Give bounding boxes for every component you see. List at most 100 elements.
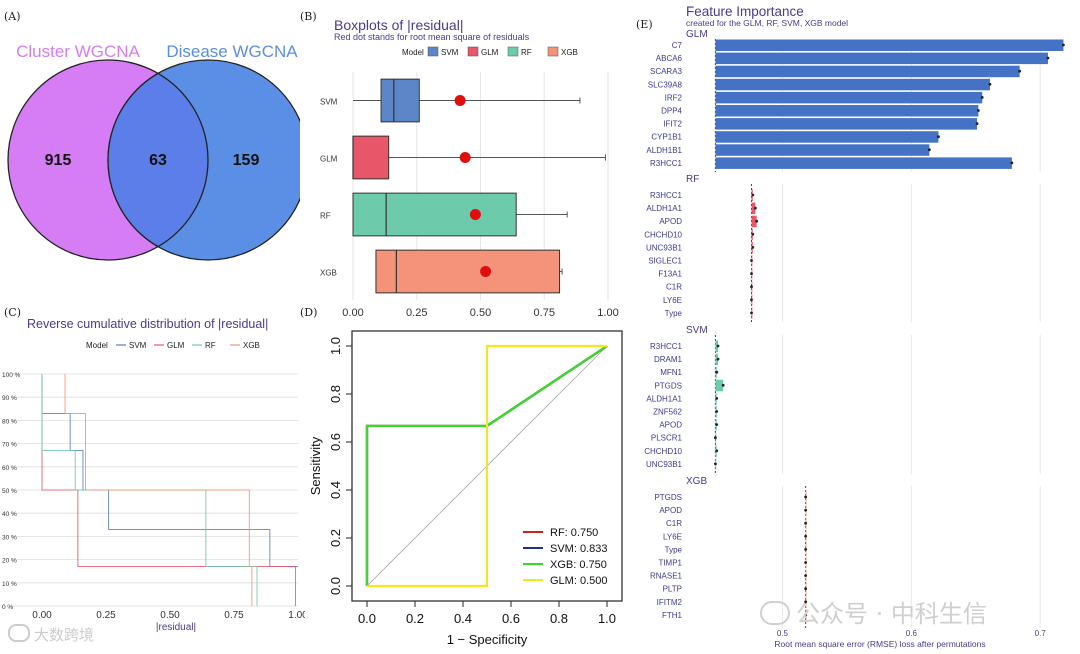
boxplot-rmse-dot-xgb [480,266,492,277]
roc-xtick-label: 0.4 [454,611,472,626]
featimp-bar-glm [715,157,1012,169]
featimp-feature-label: PTGDS [654,493,682,502]
featimp-feature-label: SIGLEC1 [648,257,682,266]
boxplot-xtick-label: 0.75 [534,307,555,319]
featimp-xlabel: Root mean square error (RMSE) loss after… [774,639,985,649]
featimp-point-svm [715,370,719,374]
featimp-feature-label: SCARA3 [650,67,683,76]
revcum-xtick-label: 0.50 [160,610,180,621]
boxplot-chart: Boxplots of |residual|Red dot stands for… [320,17,619,319]
featimp-point-glm [1018,69,1021,73]
revcum-ytick-label: 30 % [2,534,17,541]
featimp-point-glm [937,135,940,139]
revcum-series-glm [41,374,296,606]
featimp-feature-label: ALDH1B1 [646,146,682,155]
reverse-cumulative-chart: Reverse cumulative distribution of |resi… [2,317,305,633]
watermark-left: 大数跨境 [8,624,94,645]
featimp-feature-label: C1R [666,283,682,292]
revcum-legend-label-xgb: XGB [243,341,260,350]
featimp-subtitle: created for the GLM, RF, SVM, XGB model [686,18,848,28]
revcum-legend-label-glm: GLM [167,341,185,350]
featimp-feature-label: CHCHD10 [644,230,682,239]
boxplot-box-xgb [375,249,561,294]
roc-ytick-label: 0.0 [328,577,343,595]
featimp-bar-rf [751,202,756,215]
venn-count-disease: 159 [233,152,260,169]
roc-legend-label-xgb: XGB: 0.750 [550,559,607,571]
panel-label-b: (B) [300,10,317,23]
featimp-point-svm [715,423,719,426]
venn-diagram: Cluster WGCNA Disease WGCNA 915 63 159 [7,42,300,261]
featimp-feature-label: R3HCC1 [650,159,683,168]
featimp-point-rf [753,206,757,210]
featimp-feature-label: Type [665,309,683,318]
roc-chart: 0.0 0.2 0.4 0.6 0.8 1.0 0.0 0.2 0.4 0.6 0.8 1.0 1 − … [308,330,623,647]
featimp-point-glm [980,96,984,99]
featimp-point-xgb [804,561,808,564]
featimp-strip-svm: SVM [686,325,708,336]
featimp-feature-label: C1R [666,519,682,528]
featimp-point-rf [751,193,755,197]
featimp-feature-label: PLTP [663,585,682,594]
roc-legend-label-rf: RF: 0.750 [550,527,598,539]
revcum-legend-label-svm: SVM [129,341,147,350]
revcum-ytick-label: 40 % [2,511,17,518]
revcum-legend-title: Model [86,341,108,350]
boxplot-legend-key-svm [427,46,439,57]
featimp-bar-glm [715,65,1020,78]
revcum-ytick-label: 60 % [2,465,17,472]
featimp-feature-label: CHCHD10 [644,447,682,456]
boxplot-title: Boxplots of |residual| [334,17,463,33]
featimp-point-svm [715,397,719,400]
venn-label-disease: Disease WGCNA [166,42,298,61]
featimp-point-glm [988,82,992,86]
roc-xtick-label: 0.2 [406,611,424,626]
revcum-xtick-label: 1.00 [288,610,305,621]
boxplot-legend-key-xgb [547,46,559,57]
revcum-ytick-label: 80 % [2,418,17,425]
featimp-bar-glm [715,39,1064,51]
featimp-point-svm [715,449,719,453]
panel-label-d: (D) [300,306,318,319]
boxplot-legend-label-svm: SVM [441,48,459,57]
featimp-point-xgb [804,521,808,525]
venn-label-cluster: Cluster WGCNA [16,42,140,61]
featimp-point-glm [1062,43,1065,47]
featimp-point-rf [751,232,755,236]
roc-xlabel: 1 − Specificity [447,632,528,647]
featimp-feature-label: APOD [659,506,682,515]
featimp-point-xgb [804,613,808,617]
boxplot-legend-key-glm [467,46,479,57]
boxplot-category-label-svm: SVM [320,98,338,107]
featimp-bar-glm [715,105,979,117]
featimp-feature-label: CYP1B1 [651,133,682,142]
featimp-feature-label: R3HCC1 [650,191,683,200]
watermark-right-text: 公众号 · 中科生信 [796,600,987,628]
revcum-ytick-label: 10 % [2,581,17,588]
boxplot-category-label-xgb: XGB [320,269,337,278]
revcum-xtick-label: 0.00 [32,610,52,621]
panel-label-e: (E) [636,18,653,31]
featimp-bar-glm [715,78,990,91]
featimp-feature-label: UNC93B1 [646,460,683,469]
featimp-point-glm [976,109,980,112]
boxplot-legend-key-rf [507,46,519,57]
featimp-feature-label: DRAM1 [654,355,683,364]
featimp-point-svm [714,462,717,466]
featimp-feature-label: F13A1 [658,270,682,279]
roc-ytick-label: 0.4 [328,481,343,499]
featimp-feature-label: LY6E [663,532,682,541]
featimp-feature-label: RNASE1 [650,572,683,581]
featimp-feature-label: PLSCR1 [651,434,683,443]
boxplot-box-svm [380,78,420,123]
featimp-point-svm [714,436,717,440]
featimp-point-svm [716,344,720,348]
featimp-point-glm [927,148,931,152]
featimp-point-rf [755,219,759,223]
featimp-point-svm [721,383,725,387]
revcum-ytick-label: 90 % [2,395,17,402]
featimp-feature-label: Type [665,545,683,554]
featimp-feature-label: ALDH1A1 [646,394,682,403]
revcum-ytick-label: 100 % [2,372,21,379]
